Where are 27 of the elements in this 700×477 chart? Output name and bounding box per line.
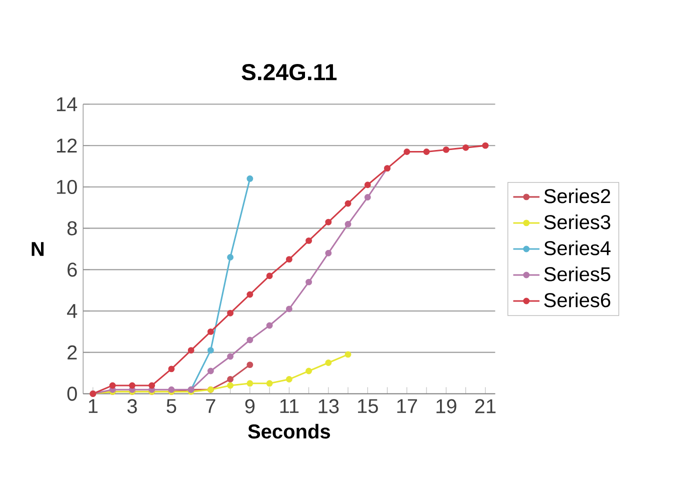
legend-label: Series4 [544,240,611,256]
y-axis-title: N [32,242,44,256]
y-tick-label: 10 [56,180,77,194]
x-tick-label: 1 [88,399,98,413]
x-tick-label: 3 [127,399,137,414]
y-tick-label: 12 [56,138,77,153]
x-tick-label: 7 [206,399,216,413]
x-tick-label: 13 [318,399,339,414]
x-tick-label: 11 [280,399,299,413]
x-tick-label: 9 [245,399,255,414]
legend-label: Series5 [544,266,610,282]
y-tick-label: 8 [67,221,77,236]
x-tick-label: 21 [475,399,496,414]
x-axis-title: Seconds [248,424,330,439]
y-tick-label: 14 [56,97,78,112]
y-tick-label: 4 [67,304,78,318]
chart-title: S.24G.11 [242,64,337,80]
x-tick-label: 17 [397,399,417,413]
y-tick-label: 0 [67,386,77,401]
legend-label: Series3 [544,214,610,230]
legend-label: Series2 [544,188,610,204]
y-tick-label: 2 [68,345,77,360]
x-tick-label: 19 [436,399,456,414]
x-tick-label: 15 [358,399,378,414]
legend-label: Series6 [544,292,610,308]
y-tick-label: 6 [68,262,77,277]
x-tick-label: 5 [166,399,176,414]
